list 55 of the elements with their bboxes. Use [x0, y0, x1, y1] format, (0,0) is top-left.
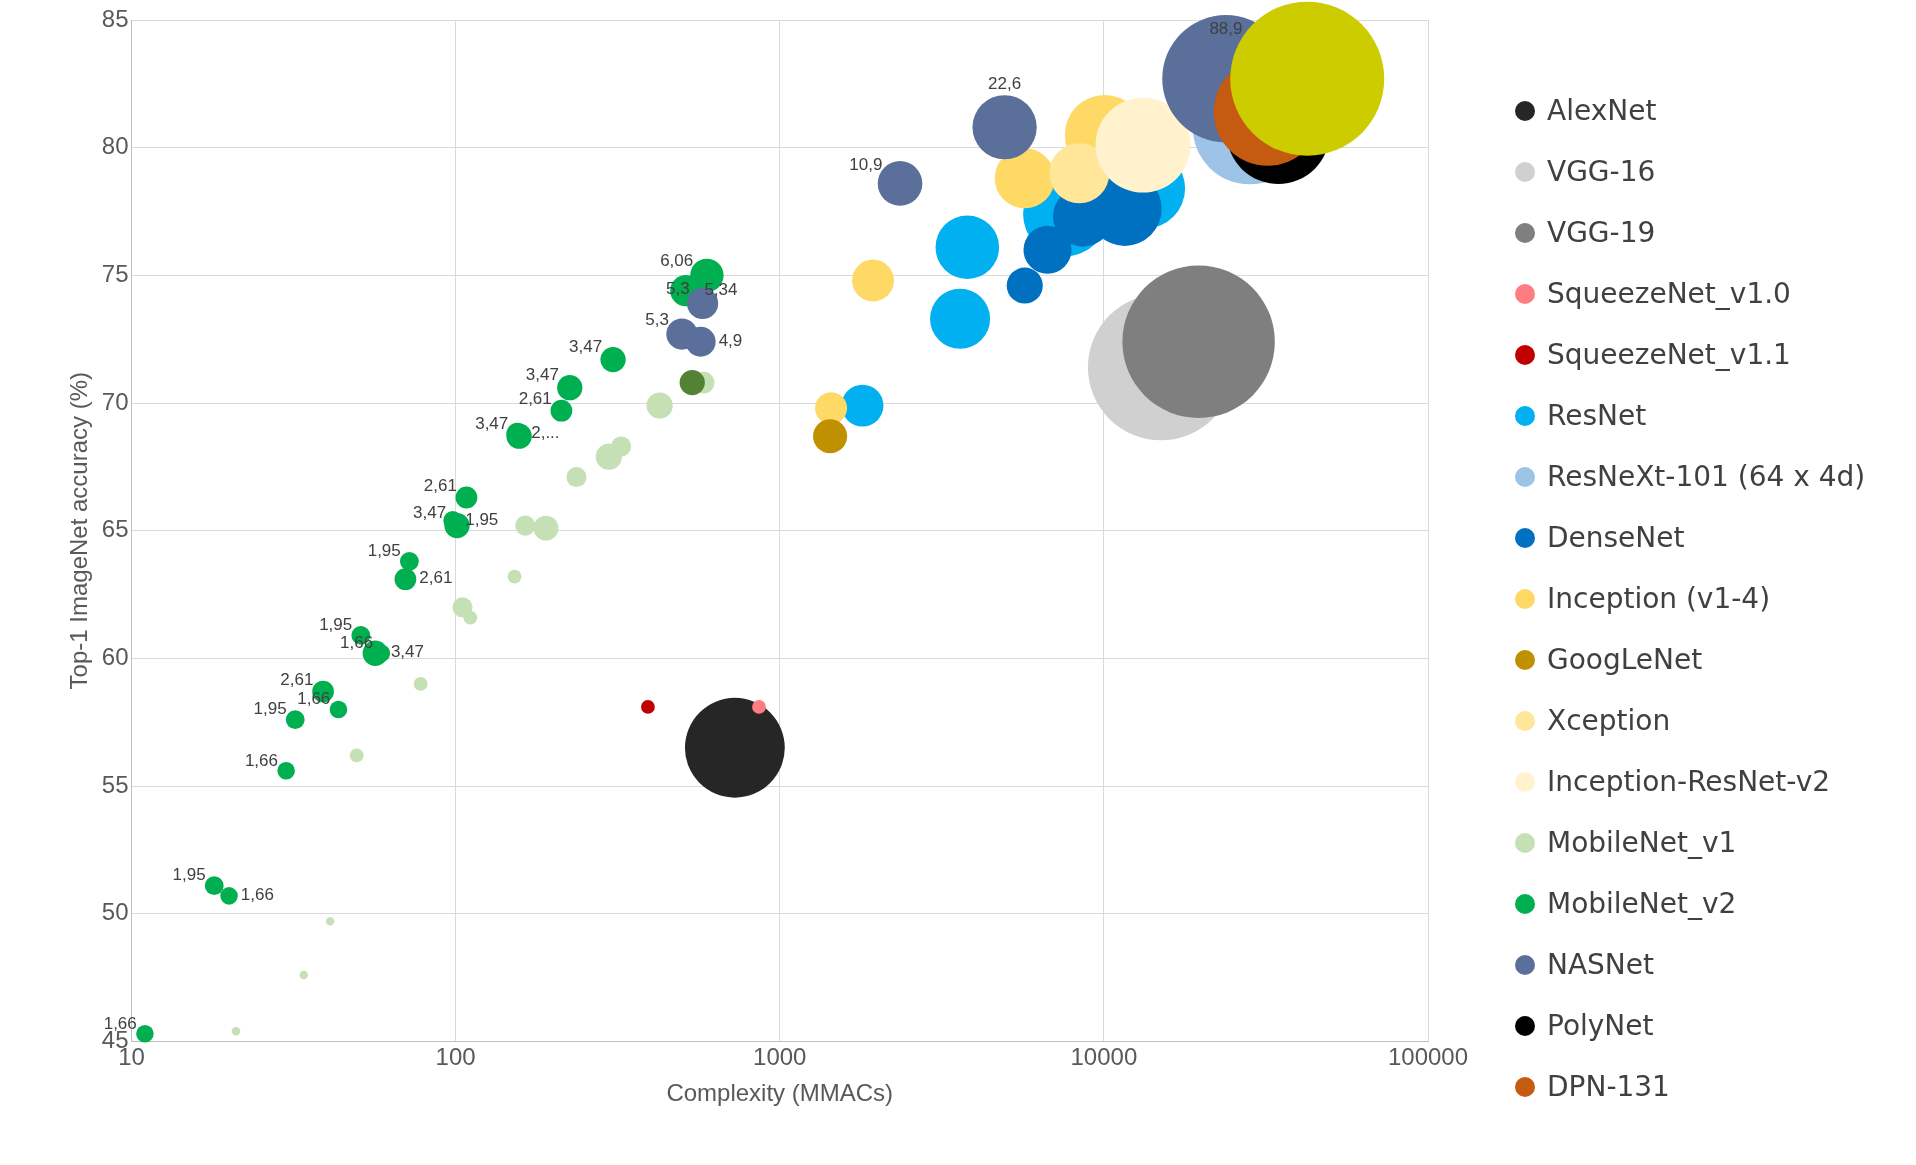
legend-label: SqueezeNet_v1.0	[1547, 277, 1791, 310]
annotation: 4,9	[718, 330, 743, 350]
y-axis-title: Top-1 ImageNet accuracy (%)	[65, 371, 93, 690]
legend-label: MobileNet_v2	[1547, 887, 1737, 920]
annotation: 1,95	[367, 540, 401, 560]
y-tick-label: 65	[101, 515, 129, 543]
x-tick-label: 100000	[1387, 1043, 1469, 1071]
x-tick-label: 100	[435, 1043, 476, 1071]
annotation: 10,9	[849, 155, 883, 175]
y-tick-label: 55	[101, 770, 129, 798]
legend-label: Xception	[1547, 704, 1671, 737]
legend-label: MobileNet_v1	[1547, 826, 1737, 859]
legend-label: PolyNet	[1547, 1009, 1654, 1042]
annotation: 3,47	[569, 337, 603, 357]
annotation: 2,61	[280, 670, 314, 690]
x-tick-label: 10000	[1070, 1043, 1138, 1071]
legend-label: Inception (v1-4)	[1547, 582, 1771, 615]
y-tick-label: 50	[101, 898, 129, 926]
legend-label: DPN-131	[1547, 1070, 1670, 1103]
annotation: 1,95	[319, 614, 353, 634]
legend-label: ResNet	[1547, 399, 1647, 432]
x-tick-label: 1000	[753, 1043, 807, 1071]
annotation: 2,61	[518, 389, 552, 409]
legend-label: ResNeXt-101 (64 x 4d)	[1547, 460, 1866, 493]
legend-label: NASNet	[1547, 948, 1655, 981]
legend-label: GoogLeNet	[1547, 643, 1703, 676]
legend-label: VGG-16	[1547, 155, 1656, 188]
annotation: 2,61	[423, 476, 457, 496]
annotation: 1,95	[172, 865, 206, 885]
y-tick-label: 80	[101, 132, 129, 160]
legend-label: DenseNet	[1547, 521, 1685, 554]
legend-label: VGG-19	[1547, 216, 1656, 249]
annotation: 3,47	[525, 365, 559, 385]
annotation: 1,95	[253, 699, 287, 719]
legend-label: AlexNet	[1547, 94, 1657, 127]
annotation: 88,9	[1209, 19, 1243, 39]
x-axis-title: Complexity (MMACs)	[666, 1079, 894, 1107]
annotation: 22,6	[988, 74, 1022, 94]
annotation: 1,95	[465, 509, 499, 529]
annotation: 5,3	[645, 309, 669, 329]
annotation: 3,47	[413, 503, 447, 523]
annotation: 1,66	[240, 885, 274, 905]
y-tick-label: 75	[101, 259, 129, 287]
annotation: 3,47	[390, 642, 424, 662]
annotation: 3,47	[475, 413, 509, 433]
annotation: 2,61	[419, 568, 453, 588]
y-tick-label: 85	[101, 4, 129, 32]
annotation: 1,66	[244, 750, 278, 770]
annotation: 2,...	[531, 422, 560, 442]
legend-label: SqueezeNet_v1.1	[1547, 338, 1791, 371]
annotation: 6,06	[660, 250, 694, 270]
y-tick-label: 60	[101, 643, 129, 670]
y-tick-label: 70	[101, 387, 129, 415]
legend-label: Inception-ResNet-v2	[1547, 765, 1831, 798]
annotation: 1,66	[297, 689, 331, 709]
